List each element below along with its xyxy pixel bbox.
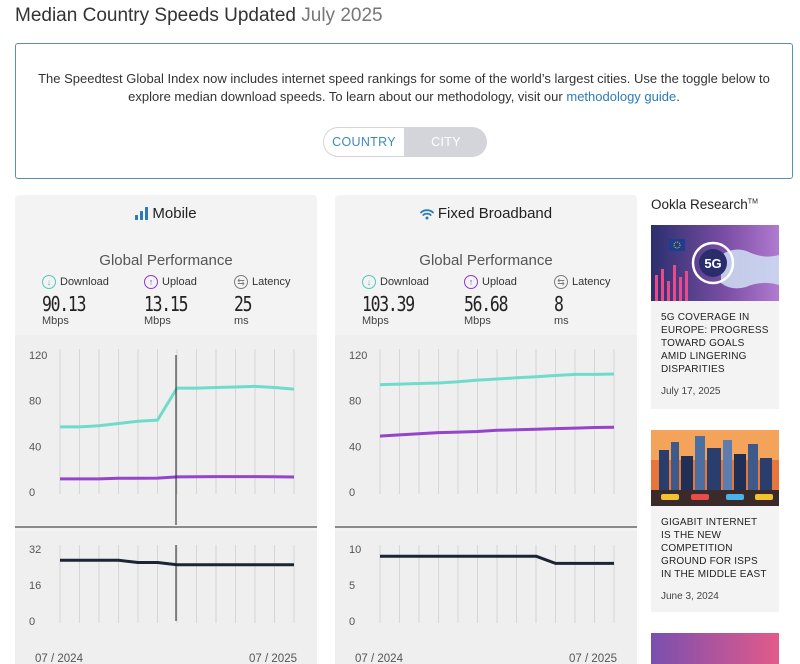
article-thumbnail-gigabit-middle-east — [651, 430, 779, 506]
fixed-latency-x-label-start: 07 / 2024 — [355, 653, 404, 664]
mobile-speed-y-tick-label: 0 — [29, 487, 35, 499]
toggle-city[interactable]: CITY — [431, 135, 461, 149]
mobile-latency-y-tick-label: 16 — [29, 580, 41, 592]
upload-arrow-icon: ↑ — [464, 275, 478, 289]
mobile-latency-x-label-start: 07 / 2024 — [35, 653, 84, 664]
fixed-download-unit: Mbps — [362, 315, 389, 327]
article-date: July 17, 2025 — [661, 386, 721, 397]
fixed-card-title: Fixed Broadband — [437, 205, 553, 222]
fixed-speed-series-download[interactable] — [379, 372, 615, 387]
mobile-latency-x-label-end: 07 / 2025 — [249, 653, 297, 664]
fixed-speed-y-tick-label: 0 — [349, 487, 355, 499]
download-arrow-icon: ↓ — [362, 275, 376, 289]
mobile-latency-series-latency[interactable] — [60, 558, 294, 567]
latency-arrows-icon: ⇆ — [234, 275, 248, 289]
mobile-card-header: Mobile — [15, 205, 317, 222]
article-thumbnail-5g-europe: 5G — [651, 225, 779, 301]
fixed-upload-value: 56.68 — [464, 292, 508, 316]
fixed-latency-y-tick-label: 0 — [349, 616, 355, 628]
download-arrow-icon: ↓ — [42, 275, 56, 289]
mobile-latency-y-tick-label: 0 — [29, 616, 35, 628]
mobile-card: Mobile Global Performance ↓ Download 90.1… — [15, 195, 317, 664]
fixed-latency-series-latency[interactable] — [380, 554, 614, 565]
mobile-speed-plot-background — [15, 335, 317, 525]
mobile-speed-series-download[interactable] — [60, 384, 295, 429]
methodology-link[interactable]: methodology guide — [566, 89, 677, 104]
research-article-card[interactable] — [651, 633, 779, 664]
fixed-speed-y-tick-label: 80 — [349, 396, 361, 408]
mobile-download-metric: ↓ Download 90.13 Mbps — [42, 275, 137, 327]
fixed-card-header: Fixed Broadband — [335, 205, 637, 222]
article-title[interactable]: 5G COVERAGE IN EUROPE: PROGRESS TOWARD G… — [661, 312, 769, 375]
fixed-upload-metric: ↑ Upload 56.68 Mbps — [464, 275, 559, 327]
mobile-speed-y-tick-label: 40 — [29, 441, 41, 453]
research-article-card[interactable]: GIGABIT INTERNET IS THE NEW COMPETITION … — [651, 430, 779, 612]
fixed-download-label: Download — [380, 276, 429, 288]
fixed-chart[interactable]: 120 80 40 0 10 5 0 07 / 2024 07 / 2025 — [335, 335, 637, 664]
country-city-toggle[interactable]: COUNTRY CITY — [323, 127, 487, 157]
fixed-card: Fixed Broadband Global Performance ↓ Down… — [335, 195, 637, 664]
mobile-download-unit: Mbps — [42, 315, 69, 327]
fixed-latency-y-tick-label: 10 — [349, 544, 361, 556]
article-title[interactable]: GIGABIT INTERNET IS THE NEW COMPETITION … — [661, 517, 767, 580]
mobile-speed-series-upload[interactable] — [60, 475, 295, 481]
signal-bars-icon — [135, 207, 149, 220]
info-box: The Speedtest Global Index now includes … — [15, 43, 793, 179]
fixed-upload-label: Upload — [482, 276, 517, 288]
fixed-latency-unit: ms — [554, 315, 569, 327]
info-text-end: . — [676, 89, 680, 104]
mobile-latency-label: Latency — [252, 276, 291, 288]
fixed-latency-plot-background — [335, 531, 637, 664]
thumbnail-5g-label: 5G — [704, 256, 721, 271]
research-article-card[interactable]: 5G 5G COVERAGE IN EUROPE: PROGRESS TOWAR… — [651, 225, 779, 409]
info-text: The Speedtest Global Index now includes … — [31, 70, 777, 106]
mobile-upload-label: Upload — [162, 276, 197, 288]
page-title: Median Country Speeds Updated July 2025 — [15, 5, 383, 27]
fixed-latency-label: Latency — [572, 276, 611, 288]
fixed-download-value: 103.39 — [362, 292, 415, 316]
mobile-upload-value: 13.15 — [144, 292, 188, 316]
mobile-latency-metric: ⇆ Latency 25 ms — [234, 275, 329, 327]
mobile-latency-y-tick-label: 32 — [29, 544, 41, 556]
mobile-card-title: Mobile — [152, 205, 197, 222]
mobile-latency-value: 25 — [234, 292, 253, 316]
wifi-icon — [419, 209, 434, 220]
mobile-chart[interactable]: 120 80 40 0 32 16 0 07 / 2024 07 / 2025 — [15, 335, 317, 664]
fixed-speed-series-upload[interactable] — [379, 425, 615, 438]
latency-arrows-icon: ⇆ — [554, 275, 568, 289]
page-title-month: July 2025 — [301, 5, 383, 26]
mobile-upload-unit: Mbps — [144, 315, 171, 327]
info-text-body: The Speedtest Global Index now includes … — [38, 71, 770, 104]
mobile-speed-y-tick-label: 80 — [29, 396, 41, 408]
mobile-latency-plot-background — [15, 531, 317, 664]
mobile-download-value: 90.13 — [42, 292, 86, 316]
fixed-upload-unit: Mbps — [464, 315, 491, 327]
research-title: Ookla ResearchTM — [651, 197, 758, 212]
fixed-latency-metric: ⇆ Latency 8 ms — [554, 275, 649, 327]
upload-arrow-icon: ↑ — [144, 275, 158, 289]
fixed-download-metric: ↓ Download 103.39 Mbps — [362, 275, 457, 327]
mobile-perf-title: Global Performance — [99, 252, 233, 269]
toggle-country[interactable]: COUNTRY — [324, 128, 404, 156]
fixed-speed-y-tick-label: 120 — [349, 350, 367, 362]
fixed-latency-y-tick-label: 5 — [349, 580, 355, 592]
fixed-speed-y-tick-label: 40 — [349, 441, 361, 453]
fixed-latency-x-label-end: 07 / 2025 — [569, 653, 617, 664]
fixed-latency-value: 8 — [554, 292, 564, 316]
research-trademark: TM — [747, 198, 758, 206]
fixed-perf-title: Global Performance — [419, 252, 553, 269]
mobile-latency-unit: ms — [234, 315, 249, 327]
mobile-upload-metric: ↑ Upload 13.15 Mbps — [144, 275, 239, 327]
article-date: June 3, 2024 — [661, 591, 719, 602]
mobile-speed-y-tick-label: 120 — [29, 350, 47, 362]
article-thumbnail-partial — [651, 633, 779, 664]
research-title-text: Ookla Research — [651, 197, 748, 212]
page-title-text: Median Country Speeds Updated — [15, 5, 296, 26]
mobile-download-label: Download — [60, 276, 109, 288]
